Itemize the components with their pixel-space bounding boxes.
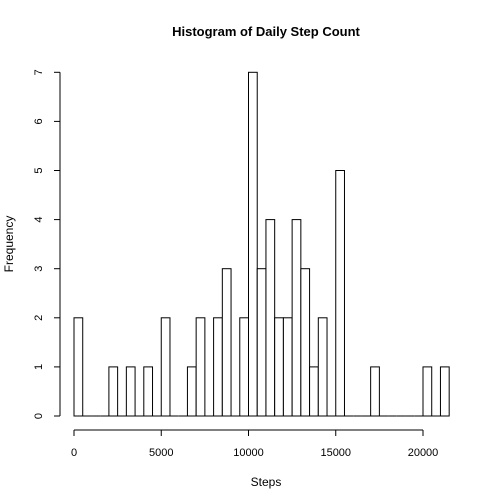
x-tick-label: 5000 — [149, 447, 173, 459]
y-tick-label: 5 — [33, 167, 45, 173]
histogram-bar — [265, 219, 276, 417]
x-tick-label: 15000 — [320, 447, 351, 459]
y-tick-label: 1 — [33, 364, 45, 370]
histogram-bars — [73, 71, 450, 417]
histogram-bar — [213, 317, 223, 417]
y-tick-label: 4 — [33, 217, 45, 223]
histogram-bar — [73, 317, 84, 417]
histogram-bar — [248, 71, 258, 417]
y-tick-label: 7 — [33, 69, 45, 75]
y-tick-label: 6 — [33, 118, 45, 124]
x-tick-label: 20000 — [408, 447, 439, 459]
histogram-bar — [335, 170, 345, 417]
histogram-bar — [282, 317, 293, 417]
y-axis-label: Frequency — [2, 216, 16, 273]
histogram-bar — [422, 366, 433, 417]
chart-title: Histogram of Daily Step Count — [172, 24, 360, 39]
histogram-bar — [195, 317, 206, 417]
histogram-bar — [370, 366, 380, 417]
y-tick-label: 0 — [33, 413, 45, 419]
histogram-bar — [300, 268, 311, 417]
histogram-bar — [186, 366, 197, 417]
histogram-bar — [125, 366, 136, 417]
y-tick-label: 3 — [33, 266, 45, 272]
y-tick-label: 2 — [33, 315, 45, 321]
histogram-bar — [291, 219, 302, 417]
histogram-bar — [108, 366, 119, 417]
histogram-bar — [221, 268, 232, 417]
y-axis: 0 1 2 3 4 5 6 7 — [33, 69, 61, 419]
histogram-bar — [143, 366, 154, 417]
histogram-bar — [317, 317, 328, 417]
x-axis: 0 5000 10000 15000 20000 — [71, 429, 439, 459]
x-tick-label: 10000 — [233, 447, 264, 459]
histogram-bar — [160, 317, 171, 417]
x-tick-label: 0 — [71, 447, 77, 459]
histogram-bar — [239, 317, 249, 417]
histogram-bar — [256, 268, 267, 417]
histogram-bar — [309, 366, 319, 417]
x-axis-label: Steps — [251, 475, 282, 489]
histogram-bar — [439, 366, 450, 417]
histogram-bar — [274, 317, 284, 417]
